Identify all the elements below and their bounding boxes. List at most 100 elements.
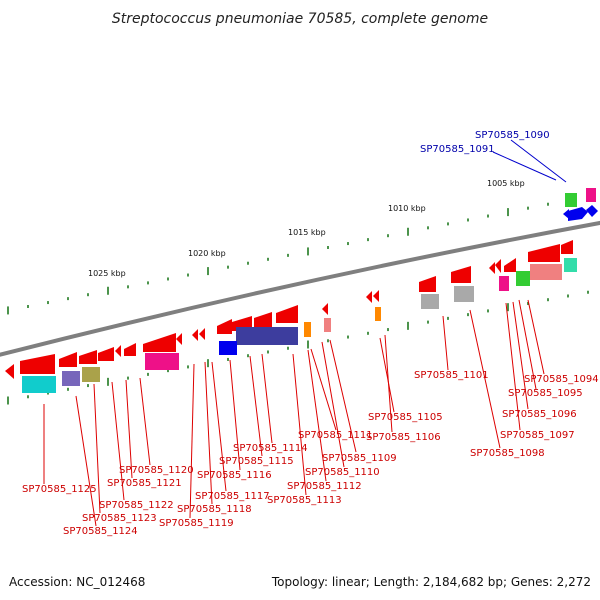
gene-box[interactable]	[375, 307, 381, 321]
connector-line	[310, 348, 337, 431]
gene-arrow[interactable]	[568, 207, 588, 221]
gene-box[interactable]	[586, 188, 596, 202]
connector-line	[261, 353, 273, 444]
gene-arrow[interactable]	[5, 364, 14, 379]
gene-label-sp70585-1115[interactable]: SP70585_1115	[219, 456, 294, 467]
connector-line	[527, 299, 545, 375]
gene-arrow[interactable]	[20, 354, 55, 374]
gene-arrow[interactable]	[124, 343, 136, 356]
gene-box[interactable]	[516, 271, 530, 286]
gene-box[interactable]	[62, 371, 80, 386]
connector-line	[229, 359, 241, 471]
gene-arrow[interactable]	[115, 345, 121, 357]
gene-box[interactable]	[219, 341, 237, 355]
gene-box[interactable]	[421, 294, 439, 309]
gene-label-sp70585-1122[interactable]: SP70585_1122	[99, 500, 174, 511]
connector-line	[384, 334, 393, 433]
gene-label-sp70585-1125[interactable]: SP70585_1125	[22, 484, 97, 495]
gene-label-connectors-above	[492, 139, 567, 183]
gene-box[interactable]	[145, 353, 179, 370]
gene-arrow[interactable]	[217, 319, 232, 334]
gene-label-sp70585-1112[interactable]: SP70585_1112	[287, 481, 362, 492]
gene-box[interactable]	[499, 276, 509, 291]
connector-line	[321, 341, 345, 468]
gene-label-sp70585-1101[interactable]: SP70585_1101	[414, 370, 489, 381]
connector-line	[75, 395, 97, 527]
gene-box[interactable]	[82, 367, 100, 382]
gene-label-sp70585-1090[interactable]: SP70585_1090	[475, 130, 550, 141]
gene-labels-below: SP70585_1094 SP70585_1095 SP70585_1096 S…	[22, 370, 599, 537]
gene-label-sp70585-1091[interactable]: SP70585_1091	[420, 144, 495, 155]
connector-line	[204, 361, 213, 505]
connector-line	[442, 315, 449, 371]
gene-label-sp70585-1096[interactable]: SP70585_1096	[502, 409, 577, 420]
gene-label-sp70585-1111[interactable]: SP70585_1111	[298, 430, 373, 441]
connector-line	[111, 381, 125, 501]
gene-box[interactable]	[324, 318, 331, 332]
gene-arrow[interactable]	[79, 350, 97, 364]
gene-arrow[interactable]	[143, 333, 176, 352]
connector-line	[189, 363, 195, 519]
connector-line	[329, 339, 357, 453]
gene-arrow[interactable]	[489, 262, 495, 274]
gene-arrow[interactable]	[495, 259, 501, 273]
gene-arrow[interactable]	[586, 205, 598, 217]
connector-line	[211, 361, 227, 492]
gene-label-sp70585-1117[interactable]: SP70585_1117	[195, 491, 270, 502]
gene-label-sp70585-1110[interactable]: SP70585_1110	[305, 467, 380, 478]
gene-arrow[interactable]	[276, 305, 298, 323]
gene-label-sp70585-1116[interactable]: SP70585_1116	[197, 470, 272, 481]
gene-label-sp70585-1113[interactable]: SP70585_1113	[267, 495, 342, 506]
gene-arrow[interactable]	[254, 312, 272, 327]
gene-label-sp70585-1097[interactable]: SP70585_1097	[500, 430, 575, 441]
gene-box[interactable]	[454, 286, 474, 302]
gene-arrow[interactable]	[192, 329, 198, 341]
gene-arrow[interactable]	[561, 240, 573, 254]
scale-label-1015: 1015 kbp	[288, 228, 326, 237]
gene-arrow[interactable]	[322, 303, 328, 315]
scale-label-1005: 1005 kbp	[487, 179, 525, 188]
connector-line	[292, 353, 307, 496]
gene-arrow[interactable]	[451, 266, 471, 283]
upper-scale-ticks	[7, 194, 589, 315]
gene-box[interactable]	[530, 264, 562, 280]
gene-label-sp70585-1124[interactable]: SP70585_1124	[63, 526, 138, 537]
connector-line	[307, 349, 327, 482]
gene-label-sp70585-1114[interactable]: SP70585_1114	[233, 443, 308, 454]
connector-line	[139, 377, 151, 466]
gene-arrow[interactable]	[176, 333, 182, 345]
gene-box[interactable]	[565, 193, 577, 207]
gene-arrow[interactable]	[419, 276, 436, 292]
gene-label-sp70585-1119[interactable]: SP70585_1119	[159, 518, 234, 529]
scale-label-1020: 1020 kbp	[188, 249, 226, 258]
gene-label-sp70585-1118[interactable]: SP70585_1118	[177, 504, 252, 515]
connector-line	[93, 383, 101, 514]
gene-label-sp70585-1094[interactable]: SP70585_1094	[524, 374, 599, 385]
gene-label-sp70585-1109[interactable]: SP70585_1109	[322, 453, 397, 464]
gene-arrow[interactable]	[528, 244, 560, 262]
scale-label-1010: 1010 kbp	[388, 204, 426, 213]
gene-arrow[interactable]	[373, 290, 379, 302]
gene-label-sp70585-1105[interactable]: SP70585_1105	[368, 412, 443, 423]
connector-line	[379, 337, 395, 413]
connector-line	[505, 302, 521, 431]
gene-label-sp70585-1120[interactable]: SP70585_1120	[119, 465, 194, 476]
gene-arrow[interactable]	[59, 352, 77, 367]
gene-box[interactable]	[22, 376, 56, 393]
gene-label-sp70585-1095[interactable]: SP70585_1095	[508, 388, 583, 399]
gene-arrow[interactable]	[563, 209, 569, 219]
gene-box[interactable]	[236, 327, 298, 345]
gene-arrow[interactable]	[199, 328, 205, 340]
gene-label-sp70585-1121[interactable]: SP70585_1121	[107, 478, 182, 489]
gene-arrow[interactable]	[504, 258, 516, 272]
connector-line	[125, 379, 133, 479]
gene-label-sp70585-1123[interactable]: SP70585_1123	[82, 513, 157, 524]
gene-box[interactable]	[304, 322, 311, 337]
gene-arrow[interactable]	[366, 291, 372, 303]
gene-box[interactable]	[564, 258, 577, 272]
gene-arrow[interactable]	[98, 347, 114, 361]
gene-label-sp70585-1098[interactable]: SP70585_1098	[470, 448, 545, 459]
gene-label-sp70585-1106[interactable]: SP70585_1106	[366, 432, 441, 443]
connector-line	[512, 301, 529, 410]
